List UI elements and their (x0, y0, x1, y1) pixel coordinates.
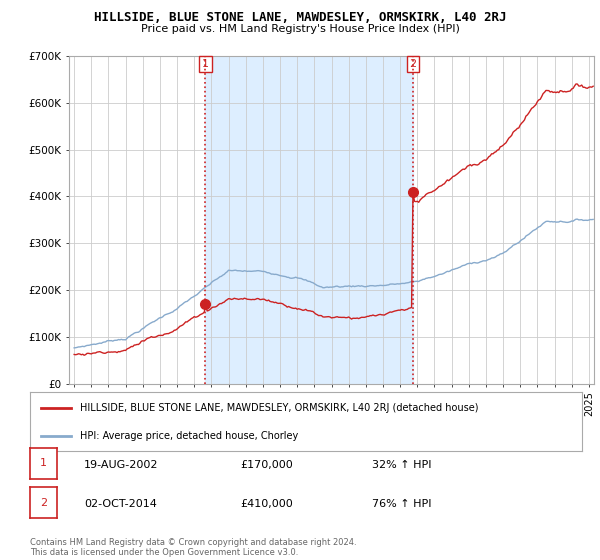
Text: HILLSIDE, BLUE STONE LANE, MAWDESLEY, ORMSKIRK, L40 2RJ: HILLSIDE, BLUE STONE LANE, MAWDESLEY, OR… (94, 11, 506, 24)
Text: Price paid vs. HM Land Registry's House Price Index (HPI): Price paid vs. HM Land Registry's House … (140, 24, 460, 34)
Text: HILLSIDE, BLUE STONE LANE, MAWDESLEY, ORMSKIRK, L40 2RJ (detached house): HILLSIDE, BLUE STONE LANE, MAWDESLEY, OR… (80, 403, 478, 413)
Text: £170,000: £170,000 (240, 460, 293, 470)
Text: £410,000: £410,000 (240, 499, 293, 509)
Text: 32% ↑ HPI: 32% ↑ HPI (372, 460, 431, 470)
Text: 1: 1 (40, 459, 47, 468)
Text: 2: 2 (40, 498, 47, 507)
Text: 76% ↑ HPI: 76% ↑ HPI (372, 499, 431, 509)
Text: 19-AUG-2002: 19-AUG-2002 (84, 460, 158, 470)
Text: 02-OCT-2014: 02-OCT-2014 (84, 499, 157, 509)
Text: HPI: Average price, detached house, Chorley: HPI: Average price, detached house, Chor… (80, 431, 298, 441)
Text: Contains HM Land Registry data © Crown copyright and database right 2024.
This d: Contains HM Land Registry data © Crown c… (30, 538, 356, 557)
Bar (205, 56, 413, 384)
Text: 1: 1 (202, 59, 209, 69)
Text: 2: 2 (409, 59, 416, 69)
